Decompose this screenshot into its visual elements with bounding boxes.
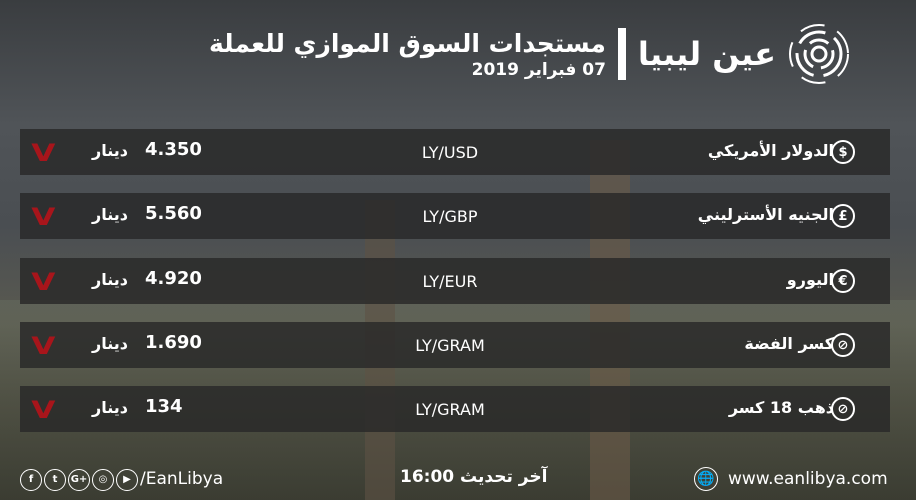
google-plus-icon[interactable]: G+ xyxy=(68,468,90,491)
euro-icon: € xyxy=(831,269,855,293)
date: 07 فبراير 2019 xyxy=(471,60,606,80)
currency-row: $ الدولار الأمريكي LY/USD 4.350 دينار V xyxy=(20,129,890,175)
rate-unit: دينار xyxy=(92,141,128,160)
website-link[interactable]: 🌐 www.eanlibya.com xyxy=(694,467,888,491)
dollar-icon: $ xyxy=(831,140,855,164)
last-updated: آخر تحديث 16:00 xyxy=(400,467,548,487)
globe-icon: 🌐 xyxy=(694,467,718,491)
currency-row: ⊘ ذهب 18 كسر LY/GRAM 134 دينار V xyxy=(20,386,890,432)
rate-unit: دينار xyxy=(92,398,128,417)
trend-down-icon: V xyxy=(31,332,56,360)
facebook-icon[interactable]: f xyxy=(20,468,42,491)
rate-unit: دينار xyxy=(92,334,128,353)
trend-down-icon: V xyxy=(31,268,56,296)
currency-pair: LY/EUR xyxy=(422,272,478,291)
rate-unit: دينار xyxy=(92,270,128,289)
website-url[interactable]: www.eanlibya.com xyxy=(728,469,888,489)
currency-name: اليورو xyxy=(786,270,834,289)
trend-down-icon: V xyxy=(31,139,56,167)
logo-text: عين ليبيا xyxy=(637,35,776,73)
currency-pair: LY/GBP xyxy=(422,207,478,226)
youtube-icon[interactable]: ▶ xyxy=(116,468,138,491)
header: مستجدات السوق الموازي للعملة 07 فبراير 2… xyxy=(209,28,776,80)
social-handle[interactable]: /EanLibya xyxy=(140,468,224,489)
page-title: مستجدات السوق الموازي للعملة xyxy=(209,29,606,58)
trend-down-icon: V xyxy=(31,203,56,231)
social-links: f t G+ ◎ ▶ /EanLibya xyxy=(20,467,223,491)
rate-value: 4.920 xyxy=(145,268,202,289)
currency-name: كسر الفضة xyxy=(744,334,834,353)
ean-libya-logo-icon xyxy=(789,24,849,84)
gold-icon: ⊘ xyxy=(831,397,855,421)
divider xyxy=(617,28,626,80)
rate-value: 5.560 xyxy=(145,203,202,224)
currency-row: ⊘ كسر الفضة LY/GRAM 1.690 دينار V xyxy=(20,322,890,368)
silver-icon: ⊘ xyxy=(831,333,855,357)
pound-icon: £ xyxy=(831,204,855,228)
rate-value: 134 xyxy=(145,396,183,417)
currency-pair: LY/GRAM xyxy=(415,400,485,419)
trend-down-icon: V xyxy=(31,396,56,424)
currency-row: £ الجنيه الأسترليني LY/GBP 5.560 دينار V xyxy=(20,193,890,239)
rate-value: 1.690 xyxy=(145,332,202,353)
currency-pair: LY/GRAM xyxy=(415,336,485,355)
twitter-icon[interactable]: t xyxy=(44,468,66,491)
rate-unit: دينار xyxy=(92,205,128,224)
currency-name: ذهب 18 كسر xyxy=(728,398,834,417)
currency-pair: LY/USD xyxy=(421,143,479,162)
rate-value: 4.350 xyxy=(145,139,202,160)
currency-name: الجنيه الأسترليني xyxy=(697,205,834,224)
currency-row: € اليورو LY/EUR 4.920 دينار V xyxy=(20,258,890,304)
currency-name: الدولار الأمريكي xyxy=(707,141,834,160)
instagram-icon[interactable]: ◎ xyxy=(92,468,114,491)
